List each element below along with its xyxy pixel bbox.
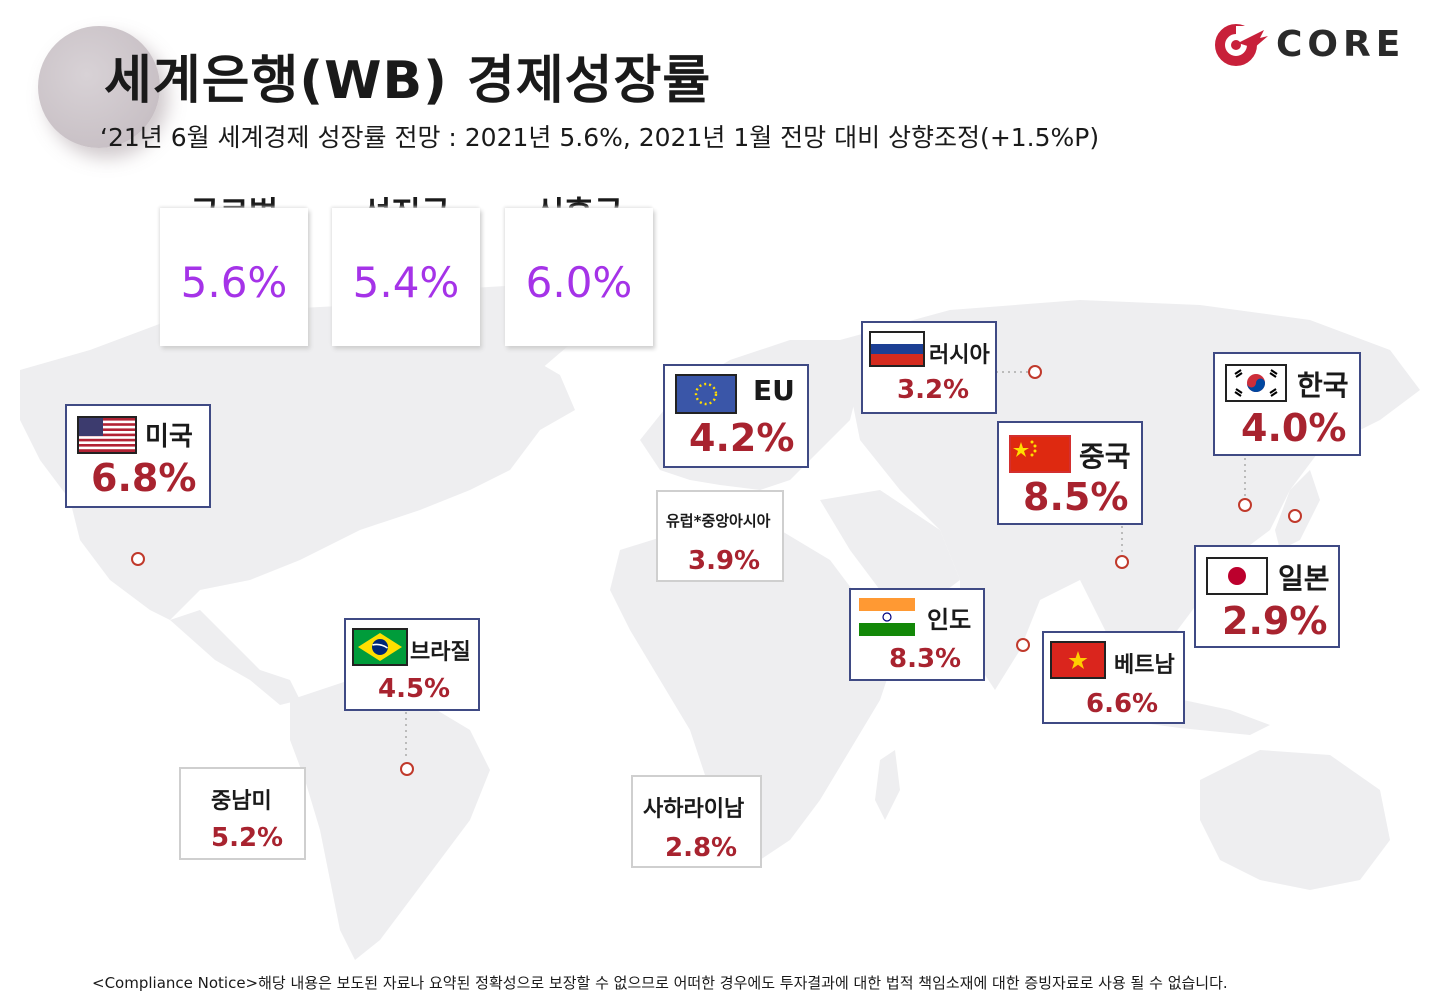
region-card-ssa: 사하라이남 2.8%: [631, 775, 762, 868]
region-name-china: 중국: [1079, 440, 1131, 473]
region-name-vietnam: 베트남: [1114, 653, 1175, 678]
summary-card-emerging: 6.0%: [505, 208, 653, 346]
region-name-usa: 미국: [145, 422, 193, 452]
decorative-circle: [38, 26, 160, 148]
usa-flag-icon: [77, 416, 137, 454]
location-dot-japan: [1288, 509, 1302, 523]
region-card-korea: 한국 4.0%: [1213, 352, 1361, 456]
region-value-latam: 5.2%: [211, 823, 284, 853]
page-subtitle: ‘21년 6월 세계경제 성장률 전망 : 2021년 5.6%, 2021년 …: [100, 123, 1100, 152]
russia-flag-icon: [869, 331, 925, 367]
compliance-notice: <Compliance Notice>해당 내용은 보도된 자료나 요약된 정확…: [92, 974, 1228, 992]
region-name-india: 인도: [927, 606, 972, 634]
india-flag-icon: [859, 598, 915, 636]
summary-value-advanced: 5.4%: [352, 258, 460, 307]
region-card-china: 중국 8.5%: [997, 421, 1143, 525]
location-dot-china: [1115, 555, 1129, 569]
region-value-russia: 3.2%: [897, 375, 970, 405]
location-dot-korea: [1238, 498, 1252, 512]
logo-text: CORE: [1276, 24, 1406, 65]
summary-card-global: 5.6%: [160, 208, 308, 346]
vietnam-flag-icon: [1050, 641, 1106, 679]
region-value-brazil: 4.5%: [378, 674, 451, 704]
eu-flag-icon: [675, 374, 737, 414]
core-logo-icon: [1215, 24, 1268, 66]
location-dot-russia: [1028, 365, 1042, 379]
region-value-vietnam: 6.6%: [1086, 689, 1159, 719]
summary-value-emerging: 6.0%: [525, 258, 633, 307]
region-value-korea: 4.0%: [1241, 406, 1347, 450]
japan-flag-icon: [1206, 557, 1268, 595]
region-value-europe-central-asia: 3.9%: [688, 546, 761, 576]
region-card-latam: 중남미 5.2%: [179, 767, 306, 860]
region-value-eu: 4.2%: [689, 416, 795, 460]
summary-value-global: 5.6%: [180, 258, 288, 307]
location-dot-india: [1016, 638, 1030, 652]
region-name-europe-central-asia: 유럽*중앙아시아: [666, 512, 771, 530]
region-value-india: 8.3%: [889, 644, 962, 674]
core-logo: CORE: [1214, 22, 1414, 68]
region-name-korea: 한국: [1297, 369, 1349, 402]
region-value-china: 8.5%: [1023, 475, 1129, 519]
region-name-eu: EU: [753, 374, 795, 407]
brazil-flag-icon: [352, 628, 408, 666]
region-card-india: 인도 8.3%: [849, 588, 985, 681]
region-value-japan: 2.9%: [1222, 599, 1328, 643]
region-name-brazil: 브라질: [410, 640, 471, 665]
region-name-ssa: 사하라이남: [643, 797, 745, 822]
location-dot-brazil: [400, 762, 414, 776]
korea-flag-icon: [1225, 364, 1287, 402]
region-card-europe-central-asia: 유럽*중앙아시아 3.9%: [656, 490, 784, 582]
region-card-eu: EU 4.2%: [663, 364, 809, 468]
region-card-japan: 일본 2.9%: [1194, 545, 1340, 648]
region-card-vietnam: 베트남 6.6%: [1042, 631, 1185, 724]
region-value-usa: 6.8%: [91, 456, 197, 500]
location-dot-usa: [131, 552, 145, 566]
region-card-usa: 미국 6.8%: [65, 404, 211, 508]
page-title: 세계은행(WB) 경제성장률: [104, 51, 712, 111]
region-card-brazil: 브라질 4.5%: [344, 618, 480, 711]
region-name-latam: 중남미: [211, 789, 272, 814]
summary-card-advanced: 5.4%: [332, 208, 480, 346]
region-name-russia: 러시아: [929, 343, 990, 368]
region-card-russia: 러시아 3.2%: [861, 321, 997, 414]
region-name-japan: 일본: [1278, 562, 1330, 595]
china-flag-icon: [1009, 435, 1071, 473]
region-value-ssa: 2.8%: [665, 833, 738, 863]
